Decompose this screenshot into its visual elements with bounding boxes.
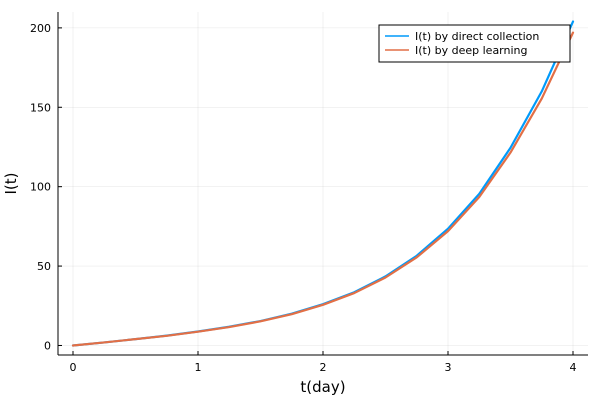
x-tick-label: 4 [570,361,577,374]
y-tick-label: 150 [30,101,51,114]
y-tick-label: 50 [37,260,51,273]
y-tick-label: 100 [30,181,51,194]
legend-box [378,24,571,63]
y-tick-label: 200 [30,22,51,35]
x-tick-label: 1 [195,361,202,374]
y-tick-label: 0 [44,339,51,352]
series-lines [71,20,575,347]
x-tick-label: 3 [445,361,452,374]
x-tick-label: 2 [320,361,327,374]
x-tick-label: 0 [70,361,77,374]
axes: 0 1 2 3 4 0 50 100 150 200 [30,12,588,374]
legend-entry-label: I(t) by deep learning [415,44,528,57]
x-axis-label: t(day) [300,378,345,396]
y-axis-label: I(t) [2,172,20,194]
legend-entry-label: I(t) by direct collection [415,30,539,43]
series-line-2 [71,31,575,347]
